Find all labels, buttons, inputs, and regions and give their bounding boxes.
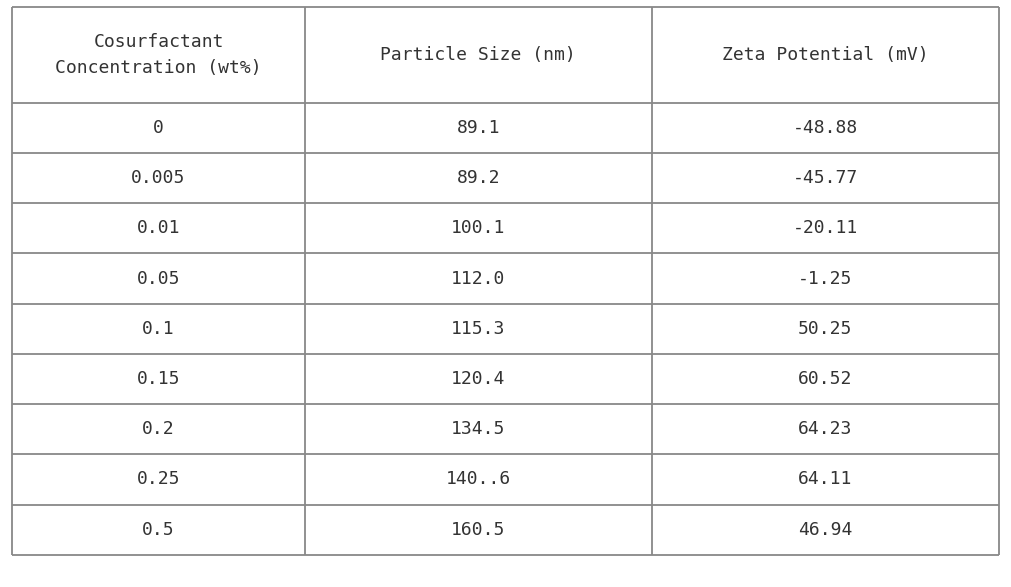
Text: 120.4: 120.4 xyxy=(451,370,506,388)
Text: 100.1: 100.1 xyxy=(451,220,506,237)
Text: 60.52: 60.52 xyxy=(798,370,852,388)
Text: 89.2: 89.2 xyxy=(457,169,500,187)
Text: 0.25: 0.25 xyxy=(136,470,180,488)
Text: 140..6: 140..6 xyxy=(446,470,511,488)
Text: 160.5: 160.5 xyxy=(451,521,506,539)
Text: 134.5: 134.5 xyxy=(451,420,506,438)
Text: 64.23: 64.23 xyxy=(798,420,852,438)
Text: -48.88: -48.88 xyxy=(793,119,858,137)
Text: -45.77: -45.77 xyxy=(793,169,858,187)
Text: Zeta Potential (mV): Zeta Potential (mV) xyxy=(722,46,929,64)
Text: 50.25: 50.25 xyxy=(798,320,852,338)
Text: 0.005: 0.005 xyxy=(131,169,186,187)
Text: Cosurfactant
Concentration (wt%): Cosurfactant Concentration (wt%) xyxy=(56,33,262,77)
Text: Particle Size (nm): Particle Size (nm) xyxy=(380,46,576,64)
Text: 0.5: 0.5 xyxy=(143,521,175,539)
Text: 0.01: 0.01 xyxy=(136,220,180,237)
Text: 0: 0 xyxy=(153,119,164,137)
Text: 0.2: 0.2 xyxy=(143,420,175,438)
Text: 46.94: 46.94 xyxy=(798,521,852,539)
Text: 115.3: 115.3 xyxy=(451,320,506,338)
Text: 0.15: 0.15 xyxy=(136,370,180,388)
Text: 89.1: 89.1 xyxy=(457,119,500,137)
Text: -1.25: -1.25 xyxy=(798,269,852,288)
Text: 112.0: 112.0 xyxy=(451,269,506,288)
Text: -20.11: -20.11 xyxy=(793,220,858,237)
Text: 0.1: 0.1 xyxy=(143,320,175,338)
Text: 64.11: 64.11 xyxy=(798,470,852,488)
Text: 0.05: 0.05 xyxy=(136,269,180,288)
